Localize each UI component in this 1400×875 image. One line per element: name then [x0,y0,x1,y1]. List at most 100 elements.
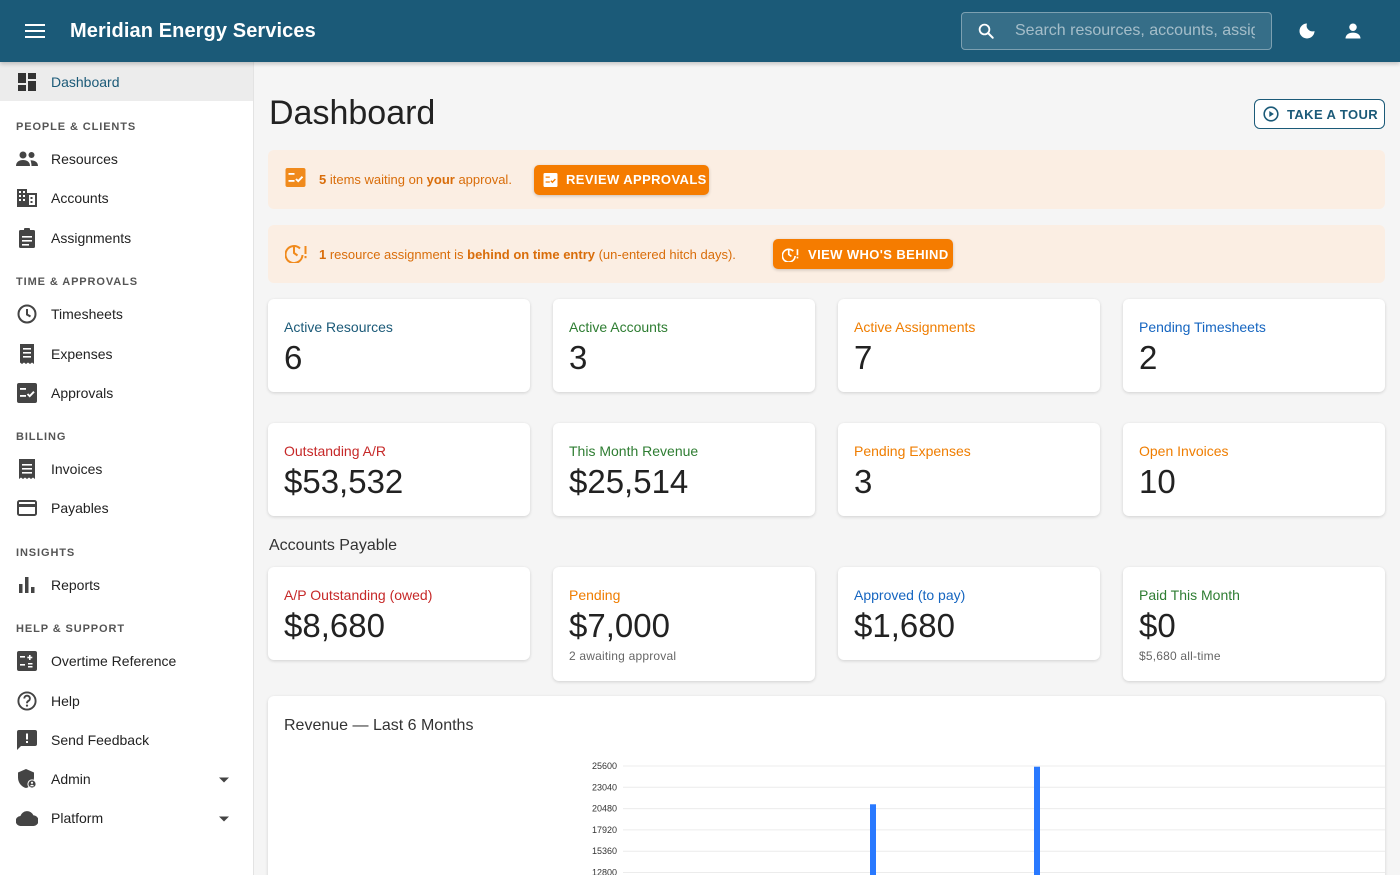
sidebar-item-label: Reports [51,576,101,593]
y-tick-label: 15360 [592,846,617,856]
ap-card-pending: Pending $7,000 2 awaiting approval [553,567,815,681]
sidebar-item-approvals[interactable]: Approvals [0,373,253,412]
approval-alert-text: 5 items waiting on your approval. [319,172,512,187]
sidebar-item-overtime-reference[interactable]: Overtime Reference [0,641,253,680]
stat-value: $53,532 [284,463,404,500]
ap-subtext: $5,680 all-time [1139,649,1221,663]
sidebar-item-dashboard[interactable]: Dashboard [0,62,253,101]
sidebar-item-label: Assignments [51,229,132,246]
stat-value: 2 [1139,339,1158,376]
stat-card-open-invoices: Open Invoices 10 [1123,423,1385,516]
ap-label: Approved (to pay) [854,587,966,603]
stat-card-this-month-revenue: This Month Revenue $25,514 [553,423,815,516]
y-tick-label: 25600 [592,761,617,771]
page-title: Dashboard [269,94,436,132]
review-approvals-label: REVIEW APPROVALS [566,172,707,187]
search-input[interactable] [1015,22,1255,40]
stat-label: Active Resources [284,319,393,335]
building-icon [16,187,38,209]
section-header-insights: INSIGHTS [16,547,76,559]
behind-alert-text: 1 resource assignment is behind on time … [319,246,736,262]
ap-label: A/P Outstanding (owed) [284,587,433,603]
revenue-bar[interactable] [870,804,876,875]
stat-label: Open Invoices [1139,443,1229,459]
menu-icon[interactable] [0,0,70,62]
stat-value: 3 [854,463,873,500]
search-icon [978,23,994,39]
sidebar-item-admin[interactable]: Admin [0,759,253,798]
stat-card-pending-expenses: Pending Expenses 3 [838,423,1100,516]
y-tick-label: 12800 [592,868,617,875]
section-header-help: HELP & SUPPORT [16,623,125,635]
take-a-tour-button[interactable]: TAKE A TOUR [1254,99,1385,129]
chart-title: Revenue — Last 6 Months [284,717,474,734]
chevron-down-icon [218,771,230,787]
cloud-icon [16,807,38,829]
sidebar-item-label: Overtime Reference [51,652,177,669]
sidebar-item-label: Approvals [51,384,114,401]
ap-value: $8,680 [284,607,385,644]
sidebar-item-accounts[interactable]: Accounts [0,178,253,217]
sidebar-item-timesheets[interactable]: Timesheets [0,294,253,333]
sidebar-item-send-feedback[interactable]: Send Feedback [0,720,253,759]
clock-alert-icon [284,243,309,266]
people-icon [16,148,38,170]
ap-label: Paid This Month [1139,587,1240,603]
revenue-chart-card: Revenue — Last 6 Months 25600 23040 20480 1… [268,696,1385,875]
sidebar-item-label: Admin [51,770,91,787]
chevron-down-icon [218,810,230,826]
clipboard-icon [16,227,38,249]
ap-subtext: 2 awaiting approval [569,649,677,663]
sidebar-item-label: Platform [51,809,104,826]
accounts-payable-heading: Accounts Payable [269,537,398,554]
sidebar-item-help[interactable]: Help [0,681,253,720]
bar-chart-icon [16,574,38,596]
sidebar-item-platform[interactable]: Platform [0,798,253,837]
sidebar-item-expenses[interactable]: Expenses [0,334,253,373]
help-icon [16,690,38,712]
credit-card-icon [16,497,38,519]
sidebar: Dashboard PEOPLE & CLIENTS Resources Acc… [0,62,254,875]
sidebar-item-label: Dashboard [51,73,120,90]
sidebar-item-label: Send Feedback [51,731,150,748]
calculator-icon [16,650,38,672]
approval-icon [16,382,38,404]
y-tick-label: 17920 [592,825,617,835]
stat-label: Pending Expenses [854,443,971,459]
dark-mode-icon[interactable] [1295,19,1319,43]
stat-value: 3 [569,339,588,376]
account-icon[interactable] [1341,19,1365,43]
sidebar-item-invoices[interactable]: Invoices [0,449,253,488]
approval-alert: 5 items waiting on your approval. REVIEW… [268,150,1385,209]
y-tick-label: 23040 [592,782,617,792]
stat-label: Outstanding A/R [284,443,386,459]
review-approvals-button[interactable]: REVIEW APPROVALS [534,164,709,195]
revenue-bar[interactable] [1034,766,1040,875]
section-header-billing: BILLING [16,431,67,443]
section-header-people: PEOPLE & CLIENTS [16,121,137,133]
ap-value: $0 [1139,607,1176,644]
clock-icon [16,303,38,325]
sidebar-item-resources[interactable]: Resources [0,139,253,178]
sidebar-item-assignments[interactable]: Assignments [0,218,253,257]
sidebar-item-reports[interactable]: Reports [0,565,253,604]
admin-shield-icon [16,768,38,790]
ap-card-approved: Approved (to pay) $1,680 [838,567,1100,660]
sidebar-item-payables[interactable]: Payables [0,488,253,527]
approval-icon [543,172,558,187]
stat-card-active-accounts: Active Accounts 3 [553,299,815,392]
stat-card-active-resources: Active Resources 6 [268,299,530,392]
sidebar-item-label: Timesheets [51,305,123,322]
view-whos-behind-button[interactable]: VIEW WHO'S BEHIND [773,239,953,269]
stat-value: 6 [284,339,303,376]
sidebar-item-label: Help [51,692,80,709]
stat-card-outstanding-ar: Outstanding A/R $53,532 [268,423,530,516]
sidebar-item-label: Invoices [51,460,103,477]
app-title: Meridian Energy Services [70,19,316,42]
sidebar-item-label: Resources [51,150,118,167]
stat-value: 10 [1139,463,1176,500]
ap-card-paid-this-month: Paid This Month $0 $5,680 all-time [1123,567,1385,681]
search-box[interactable] [961,12,1272,50]
ap-label: Pending [569,587,621,603]
view-whos-behind-label: VIEW WHO'S BEHIND [808,246,949,262]
